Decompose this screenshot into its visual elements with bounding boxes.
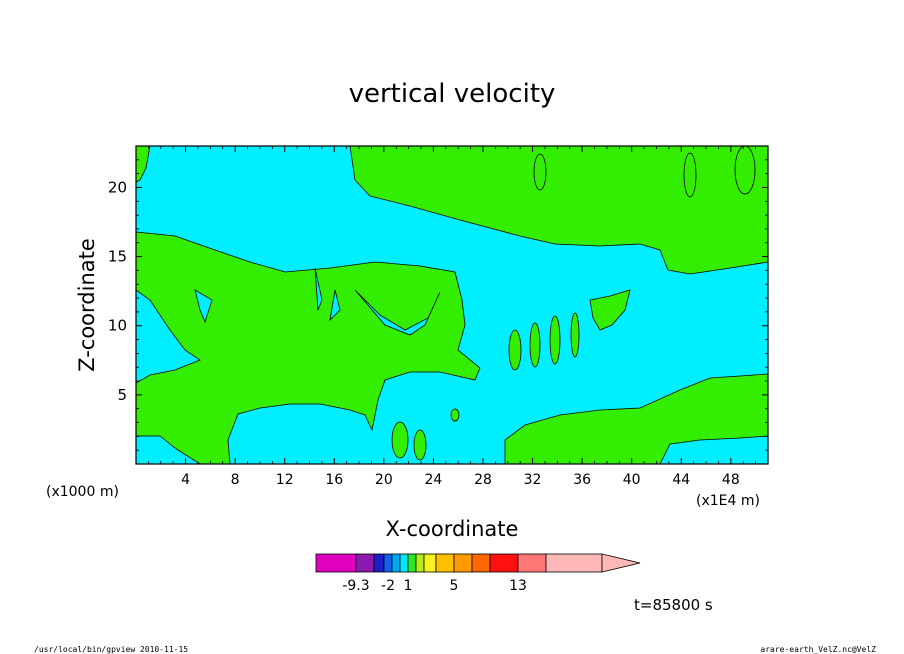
y-axis-label: Z-coordinate <box>75 238 99 372</box>
contour-region-negative <box>194 289 213 324</box>
contour-region-positive <box>549 315 561 365</box>
x-axis-units: (x1000 m) <box>46 484 119 500</box>
x-axis-label: X-coordinate <box>386 517 519 541</box>
x-axis-secondary-units: (x1E4 m) <box>696 493 760 509</box>
contour-region-positive <box>450 408 460 422</box>
y-tick-label: 20 <box>108 178 127 196</box>
colorbar-swatch <box>453 553 473 573</box>
contour-region-positive <box>349 146 768 275</box>
colorbar-swatch <box>399 553 409 573</box>
contour-region-positive <box>391 421 409 459</box>
colorbar-swatch <box>391 553 401 573</box>
time-label: t=85800 s <box>634 596 713 614</box>
colorbar-swatch <box>373 553 385 573</box>
contour-region-positive <box>683 152 697 198</box>
y-tick-label: 10 <box>108 317 127 335</box>
footer-right: arare-earth_VelZ.nc@VelZ <box>760 645 876 654</box>
colorbar-swatch <box>407 553 417 573</box>
x-tick-label: 4 <box>181 472 190 488</box>
x-tick-label: 40 <box>623 472 641 488</box>
colorbar-swatch <box>415 553 425 573</box>
contour-region-negative <box>329 289 341 322</box>
colorbar-swatch <box>315 553 357 573</box>
colorbar-tick-label: 13 <box>509 578 527 594</box>
contour-region-positive <box>734 146 756 195</box>
contour-fills <box>136 146 768 464</box>
contour-region-positive <box>136 146 151 183</box>
footer-left: /usr/local/bin/gpview 2010-11-15 <box>34 645 188 654</box>
contour-region-positive <box>504 373 768 464</box>
contour-region-positive <box>533 153 547 191</box>
colorbar-swatch <box>471 553 491 573</box>
y-tick-label: 15 <box>108 248 127 266</box>
contour-region-positive <box>589 289 631 331</box>
x-tick-label: 16 <box>325 472 343 488</box>
x-tick-label: 32 <box>524 472 542 488</box>
colorbar: -9.3 -2 1 5 13 <box>315 553 641 594</box>
chart-title: vertical velocity <box>349 79 556 109</box>
contour-region-positive <box>529 322 541 368</box>
x-tick-label: 44 <box>672 472 690 488</box>
colorbar-swatch <box>383 553 393 573</box>
plot-frame <box>135 145 769 465</box>
colorbar-swatch <box>545 553 603 573</box>
colorbar-swatch <box>355 553 375 573</box>
x-tick-label: 48 <box>722 472 740 488</box>
x-axis-ticks: 4 8 12 16 20 24 28 32 36 40 44 48 <box>147 146 757 488</box>
colorbar-swatch <box>489 553 519 573</box>
contour-holes <box>194 267 441 336</box>
contour-region-positive <box>413 429 427 461</box>
colorbar-tick-label: -9.3 <box>342 578 369 594</box>
contour-region-positive <box>136 231 481 464</box>
colorbar-swatch <box>517 553 547 573</box>
y-axis-ticks: 5 10 15 20 <box>108 159 768 451</box>
x-tick-label: 36 <box>573 472 591 488</box>
contour-region-positive <box>570 312 580 358</box>
colorbar-swatch <box>423 553 437 573</box>
x-tick-label: 12 <box>276 472 294 488</box>
y-tick-label: 5 <box>117 386 127 404</box>
x-tick-label: 20 <box>375 472 393 488</box>
colorbar-swatch <box>435 553 455 573</box>
x-tick-label: 24 <box>424 472 442 488</box>
contour-region-positive <box>508 329 522 371</box>
colorbar-tick-label: 1 <box>404 578 413 594</box>
contour-region-negative <box>314 267 323 311</box>
colorbar-tick-label: -2 <box>381 578 395 594</box>
contour-region-negative <box>354 289 441 336</box>
colorbar-extend-arrow <box>601 553 641 573</box>
colorbar-tick-label: 5 <box>450 578 459 594</box>
x-tick-label: 28 <box>474 472 492 488</box>
x-tick-label: 8 <box>231 472 240 488</box>
